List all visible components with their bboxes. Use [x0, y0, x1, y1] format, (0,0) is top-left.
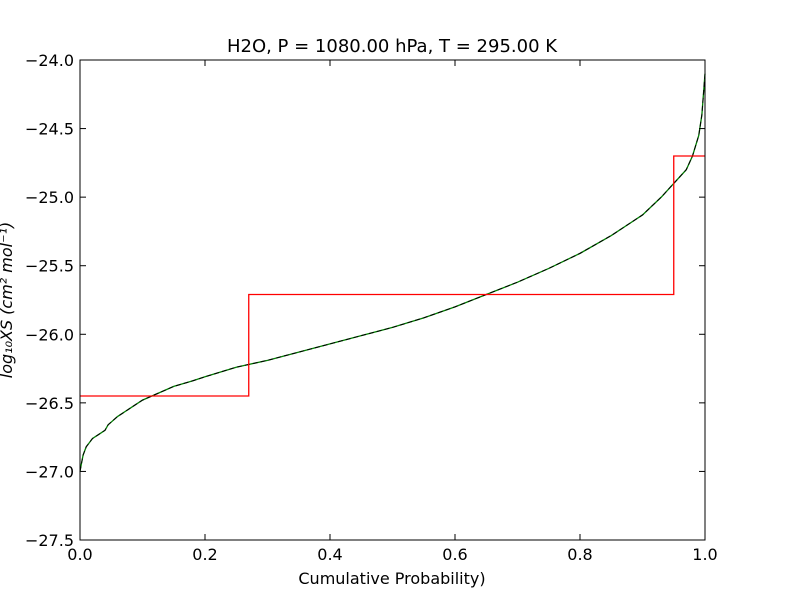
- x-tick-label-5: 1.0: [692, 545, 717, 564]
- x-tick-label-2: 0.4: [317, 545, 342, 564]
- chart-title: H2O, P = 1080.00 hPa, T = 295.00 K: [227, 36, 558, 57]
- y-tick-label-7: −24.0: [25, 51, 74, 70]
- y-tick-label-3: −26.0: [25, 325, 74, 344]
- series-line-1: [80, 155, 705, 397]
- y-tick-label-0: −27.5: [25, 531, 74, 550]
- x-tick-label-1: 0.2: [192, 545, 217, 564]
- plot-lines: [79, 73, 706, 472]
- x-tick-label-3: 0.6: [442, 545, 467, 564]
- x-axis-label: Cumulative Probability): [298, 569, 485, 588]
- x-tick-label-4: 0.8: [567, 545, 592, 564]
- y-tick-label-1: −27.0: [25, 462, 74, 481]
- y-tick-label-4: −25.5: [25, 257, 74, 276]
- x-axis: 0.0 0.2 0.4 0.6 0.8 1.0: [67, 60, 718, 564]
- plot-frame: [79, 59, 706, 541]
- y-tick-label-6: −24.5: [25, 120, 74, 139]
- y-axis: −27.5 −27.0 −26.5 −26.0 −25.5 −25.0 −24.5 −24.0: [25, 51, 705, 550]
- y-tick-label-2: −26.5: [25, 394, 74, 413]
- series-line-0-dashed: [79, 73, 706, 472]
- y-tick-label-5: −25.0: [25, 188, 74, 207]
- x-tick-label-0: 0.0: [67, 545, 92, 564]
- y-axis-label: log₁₀XS (cm² mol⁻¹): [0, 222, 16, 378]
